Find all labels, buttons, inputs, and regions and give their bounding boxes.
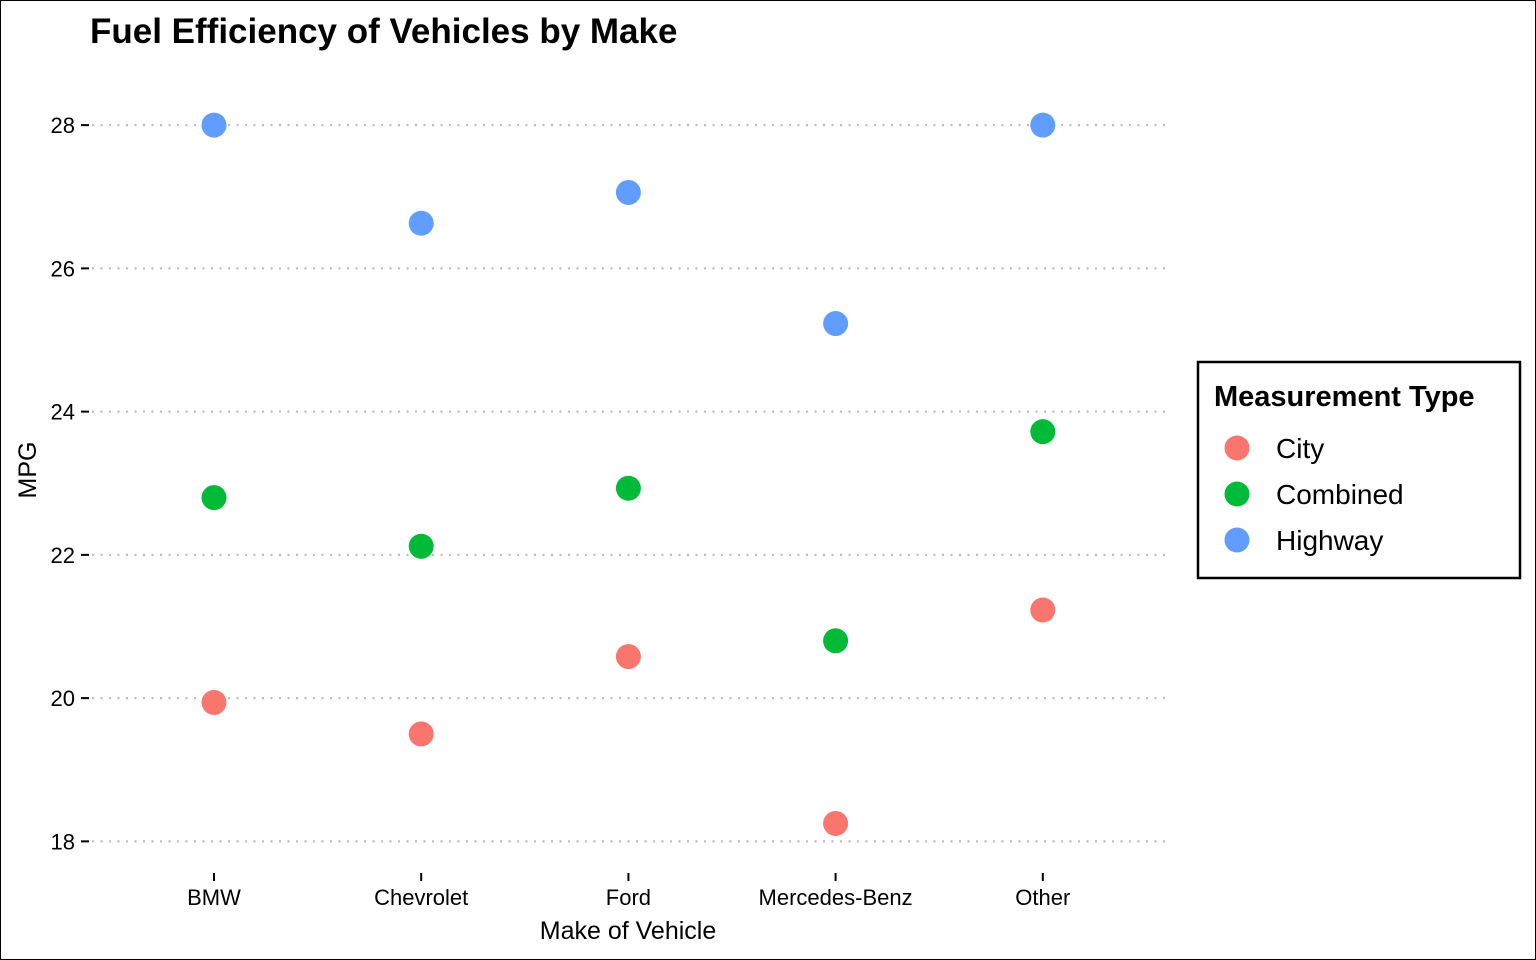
x-tick-label-ford: Ford — [606, 885, 651, 910]
point-city-mercedes-benz — [823, 810, 849, 836]
point-city-chevrolet — [408, 721, 434, 747]
gridlines — [92, 124, 1165, 843]
y-tick-label-24: 24 — [51, 400, 75, 425]
point-highway-other — [1030, 112, 1056, 138]
point-combined-ford — [615, 475, 641, 501]
legend-label-combined: Combined — [1276, 479, 1404, 510]
y-tick-label-20: 20 — [51, 686, 75, 711]
legend-key-combined — [1224, 481, 1250, 507]
y-tick-label-18: 18 — [51, 829, 75, 854]
legend-label-city: City — [1276, 433, 1324, 464]
legend-label-highway: Highway — [1276, 525, 1383, 556]
y-tick-label-28: 28 — [51, 113, 75, 138]
chart-title: Fuel Efficiency of Vehicles by Make — [90, 12, 677, 51]
legend-key-city — [1224, 435, 1250, 461]
point-highway-bmw — [201, 112, 227, 138]
point-city-other — [1030, 597, 1056, 623]
point-highway-chevrolet — [408, 210, 434, 236]
legend-key-highway — [1224, 527, 1250, 553]
x-axis-title: Make of Vehicle — [540, 917, 717, 945]
x-tick-label-chevrolet: Chevrolet — [374, 885, 468, 910]
point-city-bmw — [201, 689, 227, 715]
point-combined-mercedes-benz — [823, 628, 849, 654]
x-tick-label-mercedes-benz: Mercedes-Benz — [759, 885, 913, 910]
point-highway-ford — [615, 179, 641, 205]
point-combined-chevrolet — [408, 533, 434, 559]
legend-title: Measurement Type — [1214, 381, 1475, 413]
point-city-ford — [615, 644, 641, 670]
legend: Measurement Type City Combined Highway — [1196, 360, 1522, 580]
y-axis: 18 20 22 24 26 28 — [51, 113, 89, 854]
point-highway-mercedes-benz — [823, 311, 849, 337]
point-combined-other — [1030, 419, 1056, 445]
x-tick-label-bmw: BMW — [187, 885, 241, 910]
legend-box — [1196, 360, 1522, 580]
x-axis: BMW Chevrolet Ford Mercedes-Benz Other — [187, 873, 1070, 910]
data-points — [201, 112, 1056, 836]
y-tick-label-22: 22 — [51, 543, 75, 568]
y-axis-title: MPG — [14, 442, 42, 499]
point-combined-bmw — [201, 485, 227, 511]
x-tick-label-other: Other — [1015, 885, 1070, 910]
y-tick-label-26: 26 — [51, 256, 75, 281]
